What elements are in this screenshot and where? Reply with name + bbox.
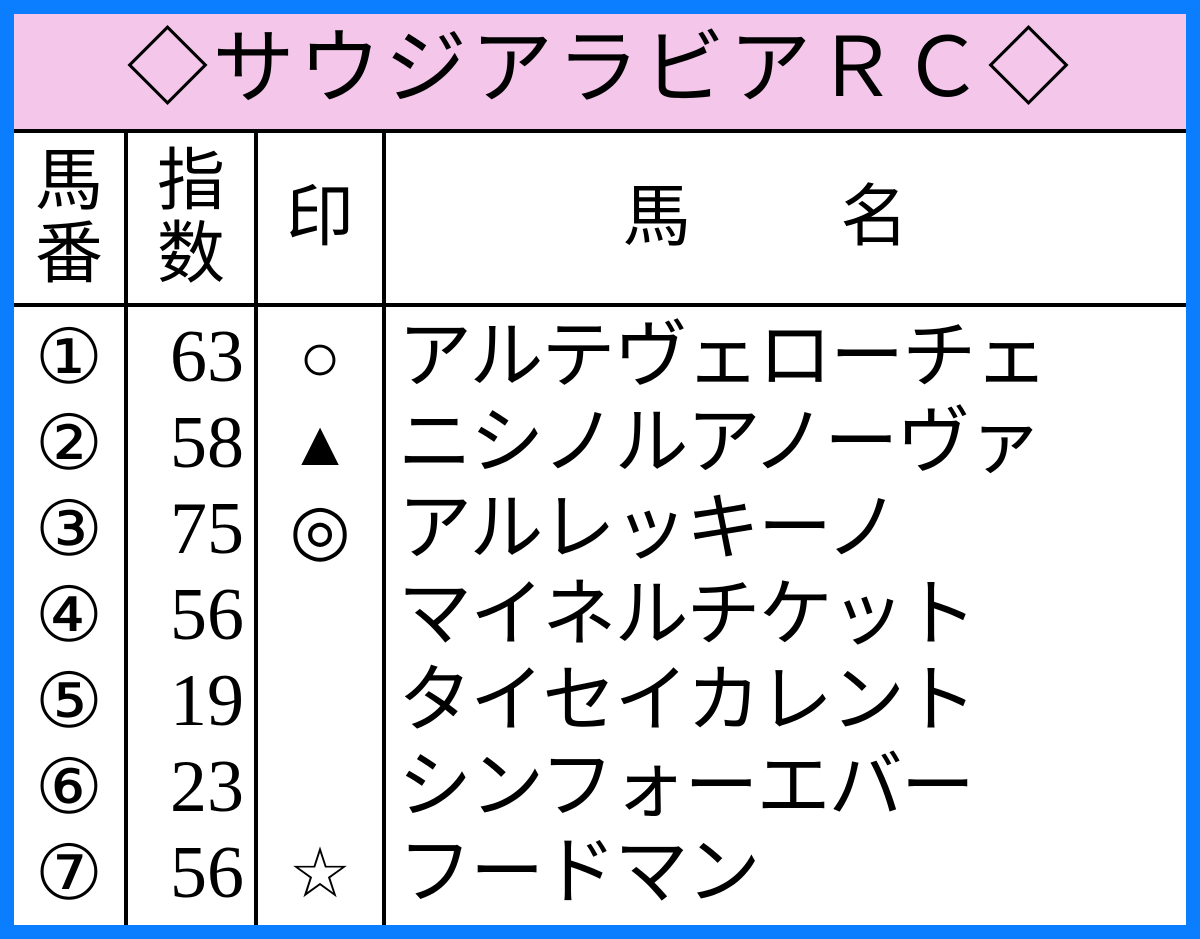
horse-name: シンフォーエバー [398,745,973,831]
horse-name: ニシノルアノーヴァ [398,401,1041,487]
index-value: 63 [170,315,244,401]
index-value: 58 [170,401,244,487]
index-value: 56 [170,573,244,659]
column-mark: ○ ▲ ◎ ☆ [258,307,386,925]
mark-icon: ◎ [289,487,350,573]
horse-name: アルテヴェローチェ [398,315,1047,401]
horse-number: ① [35,315,103,401]
horse-number: ⑤ [35,659,103,745]
column-horse-name: アルテヴェローチェ ニシノルアノーヴァ アルレッキーノ マイネルチケット タイセ… [386,307,1186,925]
index-value: 23 [170,745,244,831]
mark-icon: ○ [299,315,341,401]
horse-name: フードマン [398,831,759,917]
horse-name: タイセイカレント [398,659,975,745]
horse-name: マイネルチケット [398,573,975,659]
mark-icon: ☆ [289,831,352,917]
header-mark: 印 [258,133,386,304]
horse-number: ③ [35,487,103,573]
header-horse-number: 馬番 [14,133,128,304]
index-value: 19 [170,659,244,745]
horse-name: アルレッキーノ [398,487,898,573]
horse-number: ② [35,401,103,487]
header-horse-name: 馬 名 [386,133,1186,304]
horse-number: ⑥ [35,745,103,831]
mark-icon: ▲ [288,401,351,487]
race-table-container: ◇サウジアラビアＲＣ◇ 馬番 指数 印 馬 名 ① ② ③ ④ ⑤ ⑥ ⑦ 63… [0,0,1200,939]
horse-number: ⑦ [35,831,103,917]
header-index: 指数 [128,133,258,304]
index-value: 75 [170,487,244,573]
table-header-row: 馬番 指数 印 馬 名 [14,133,1186,308]
horse-number: ④ [35,573,103,659]
index-value: 56 [170,831,244,917]
column-horse-number: ① ② ③ ④ ⑤ ⑥ ⑦ [14,307,128,925]
race-title: ◇サウジアラビアＲＣ◇ [14,14,1186,133]
table-body: ① ② ③ ④ ⑤ ⑥ ⑦ 63 58 75 56 19 23 56 ○ ▲ ◎… [14,307,1186,925]
column-index: 63 58 75 56 19 23 56 [128,307,258,925]
